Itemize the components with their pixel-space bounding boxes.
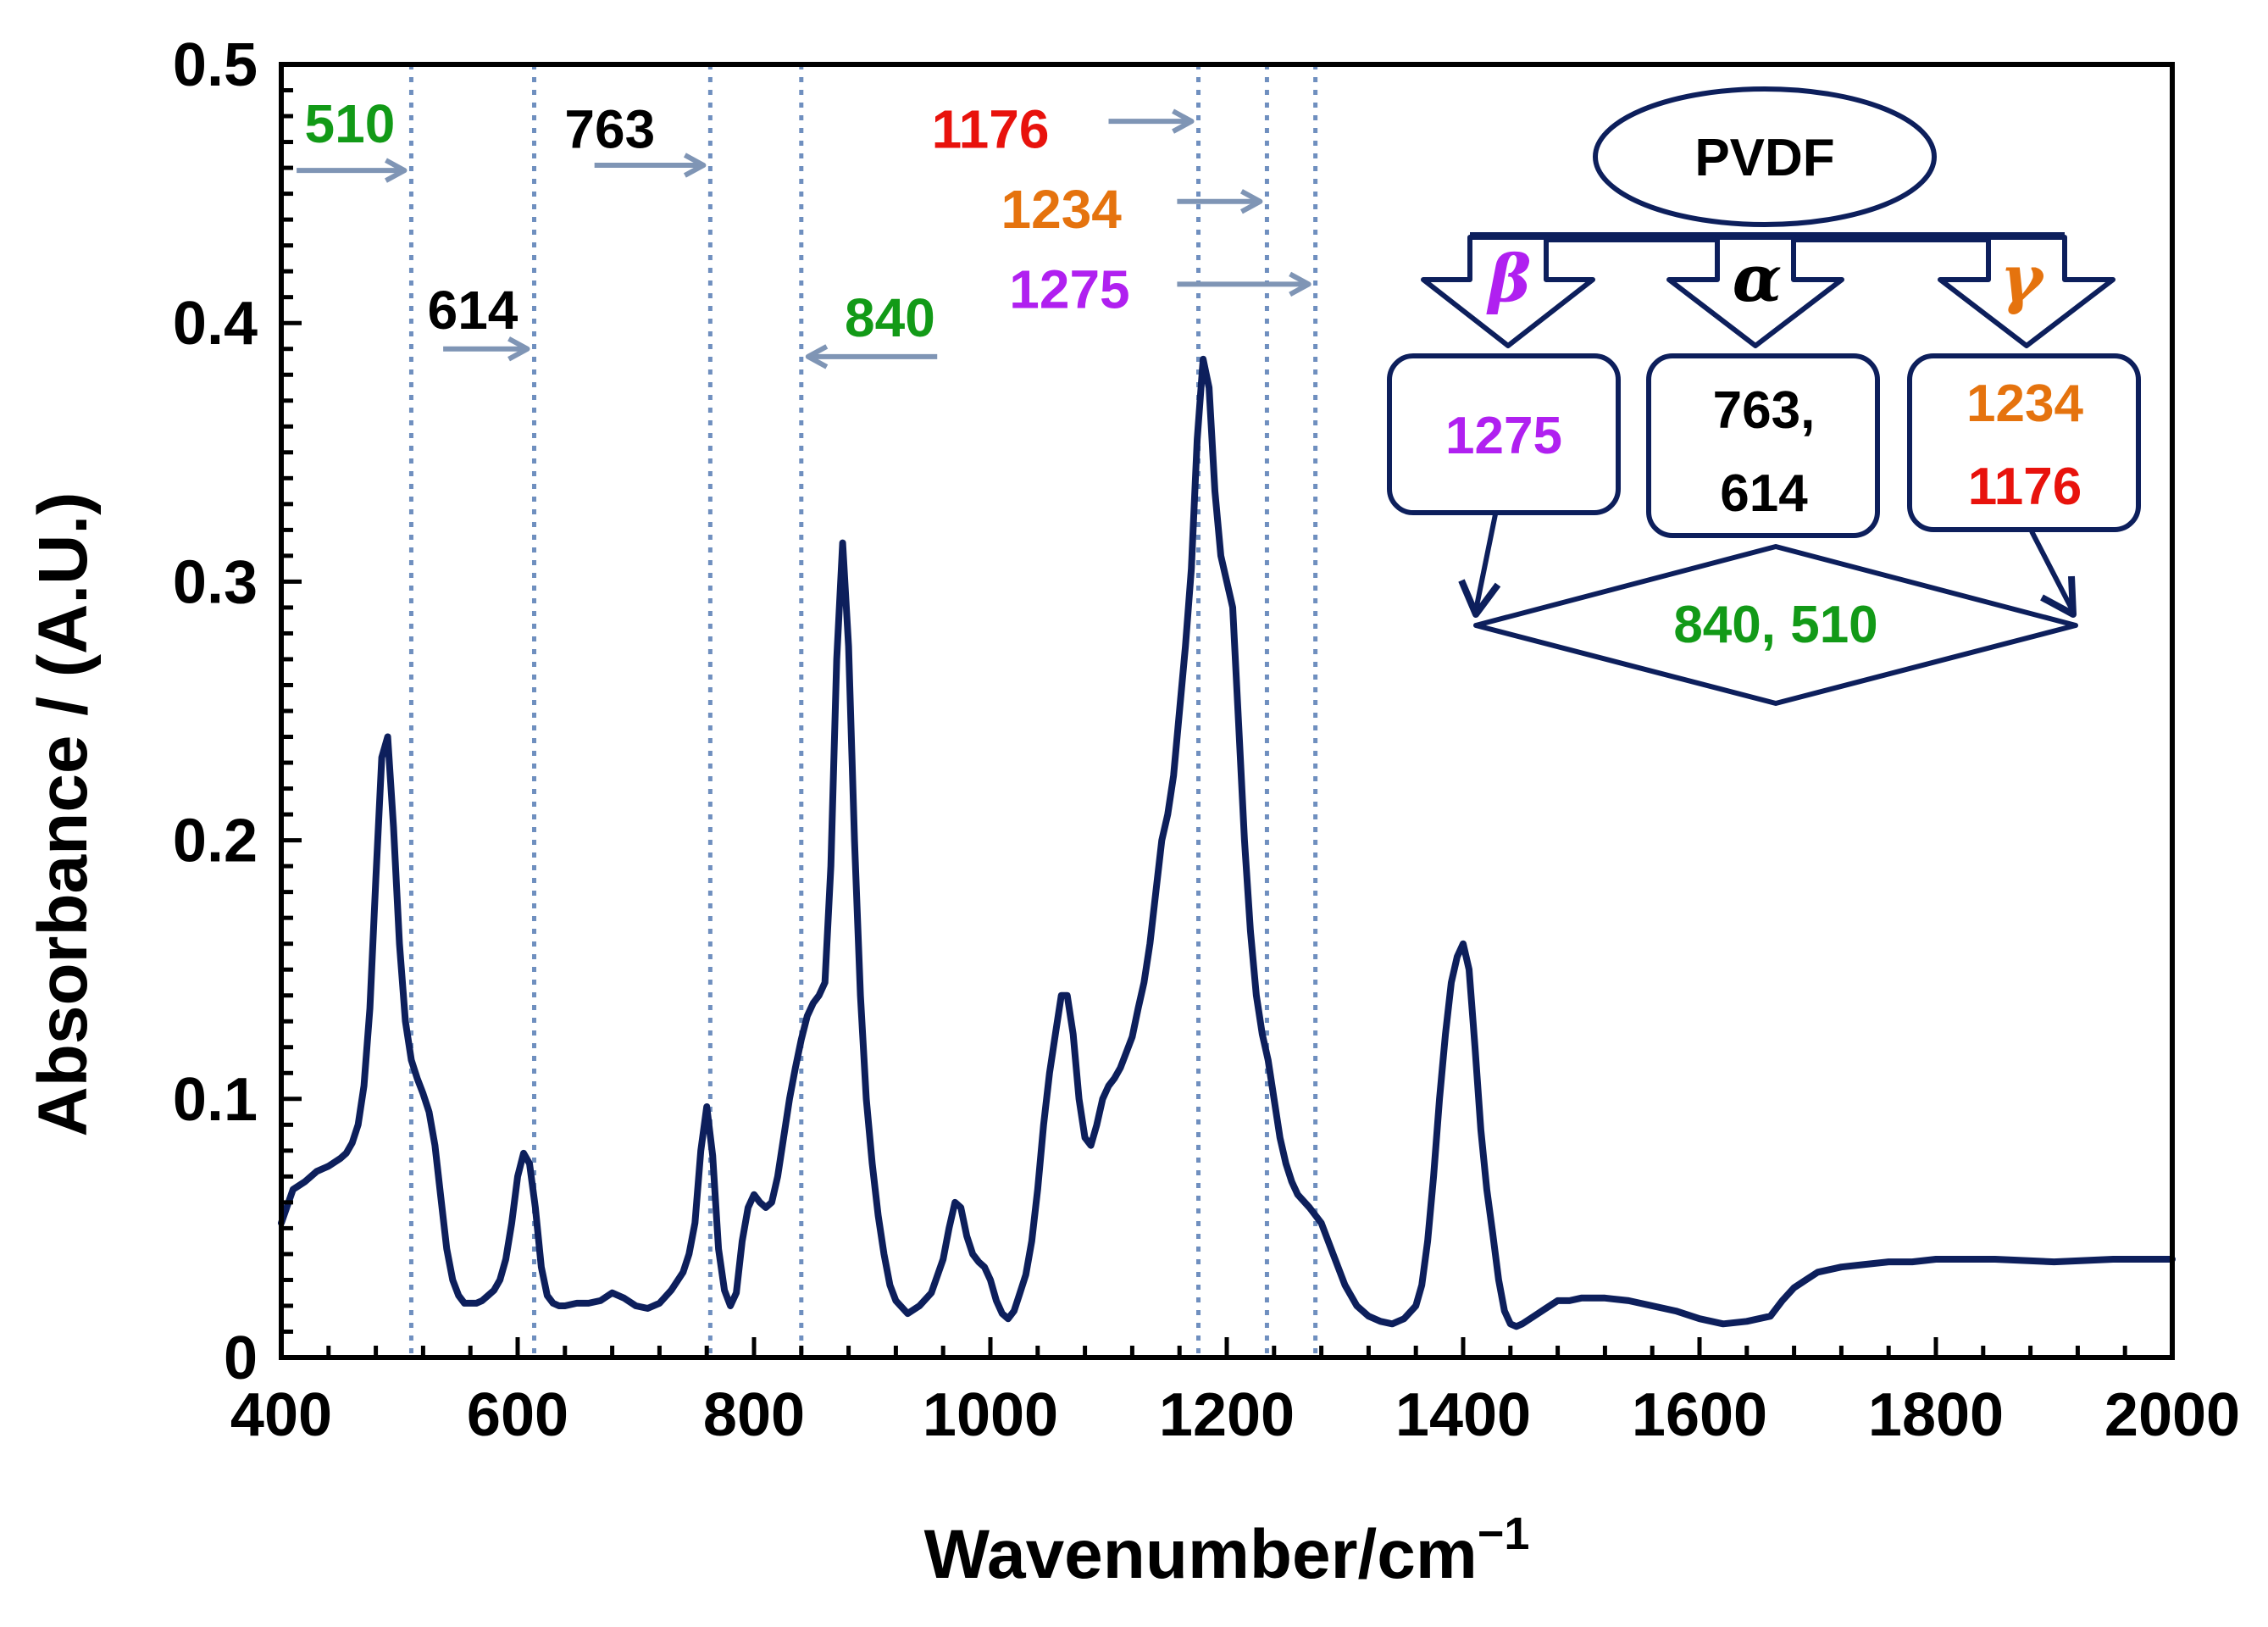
series-line-pvdf: [278, 355, 2176, 1330]
x-tick-label: 1200: [1159, 1381, 1295, 1449]
peak-arrowhead-1176: [1172, 108, 1195, 134]
peak-arrowhead-510: [385, 158, 408, 183]
inset-shared-label: 840, 510: [1673, 596, 1877, 654]
inset-root-label: PVDF: [1694, 129, 1834, 187]
phase-inset-diagram: PVDF β α γ 1275 763, 614 1234 1176 840, …: [1387, 86, 2141, 706]
inset-alpha-band-1: 614: [1720, 464, 1808, 523]
inset-phase-beta-symbol: β: [1486, 241, 1531, 316]
x-tick-label: 1800: [1868, 1381, 2004, 1449]
inset-converge-right-head: [2040, 575, 2077, 618]
peak-arrowhead-1234: [1239, 189, 1263, 214]
inset-phase-alpha-symbol: α: [1733, 241, 1782, 316]
inset-arrow-gamma: [1938, 235, 2116, 348]
x-tick-label: 1000: [923, 1381, 1058, 1449]
inset-alpha-band-0: 763,: [1713, 381, 1816, 440]
y-tick-label: 0.3: [173, 548, 258, 616]
x-tick-label: 2000: [2104, 1381, 2240, 1449]
peak-label-614: 614: [428, 280, 518, 341]
peak-arrowhead-840: [805, 344, 829, 369]
peak-annotations: 510 614 763 840 1176 1234 1275: [297, 93, 1311, 369]
peak-label-1275: 1275: [1009, 259, 1129, 320]
inset-converge-left: [1473, 514, 1498, 611]
x-tick-label: 800: [703, 1381, 805, 1449]
x-tick-label: 400: [230, 1381, 332, 1449]
x-tick-label: 1400: [1395, 1381, 1531, 1449]
peak-arrowhead-1275: [1289, 271, 1311, 297]
inset-gamma-band-1: 1176: [1968, 458, 2082, 516]
x-tick-label: 1600: [1632, 1381, 1767, 1449]
inset-beta-band-0: 1275: [1445, 407, 1562, 465]
inset-converge-left-head: [1458, 579, 1501, 618]
inset-shared-diamond: [1473, 544, 2078, 706]
series-group: [278, 355, 2176, 1330]
peak-arrowhead-614: [507, 336, 530, 362]
x-axis-title-superscript: −1: [1478, 1508, 1530, 1559]
y-tick-label: 0.2: [173, 808, 258, 875]
y-tick-label: 0: [224, 1324, 258, 1392]
inset-box-alpha: [1646, 353, 1880, 538]
y-axis-title: Absorbance / (A.U.): [25, 492, 102, 1137]
peak-label-1234: 1234: [1001, 179, 1123, 240]
inset-arrow-alpha: [1666, 235, 1844, 348]
y-tick-label: 0.4: [173, 290, 258, 358]
peak-label-1176: 1176: [932, 98, 1050, 159]
peak-label-763: 763: [564, 98, 655, 159]
inset-gamma-band-0: 1234: [1966, 375, 2083, 433]
y-tick-label: 0.1: [173, 1066, 258, 1134]
inset-phase-gamma-symbol: γ: [2000, 241, 2046, 316]
peak-arrowhead-763: [683, 153, 707, 178]
inset-box-beta: [1387, 353, 1621, 515]
inset-root-ellipse: [1593, 86, 1937, 227]
inset-arrow-beta: [1421, 235, 1595, 348]
peak-label-840: 840: [845, 287, 935, 348]
x-axis-title: Wavenumber/cm−1: [924, 1508, 1530, 1593]
inset-converge-right: [2029, 530, 2074, 610]
y-tick-label: 0.5: [173, 31, 258, 99]
inset-box-gamma: [1907, 353, 2141, 532]
axis-ticks: 400 600 800 1000 1200 1400 1600 1800 2000 0 0.1 0.2…: [173, 31, 2240, 1449]
x-tick-label: 600: [467, 1381, 568, 1449]
peak-label-510: 510: [305, 93, 396, 154]
